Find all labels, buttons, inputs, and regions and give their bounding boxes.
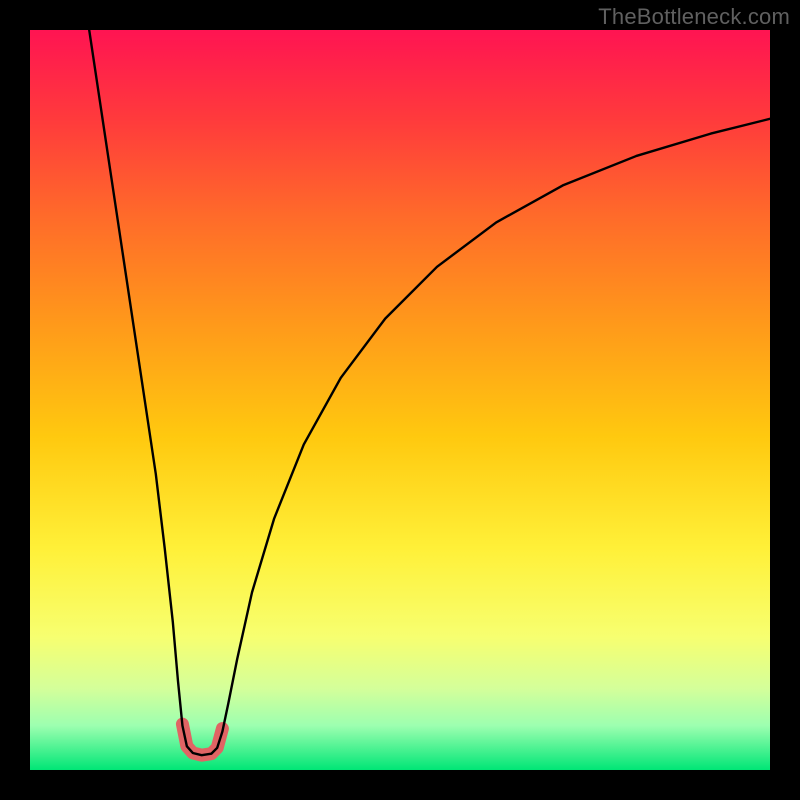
watermark-text: TheBottleneck.com xyxy=(598,4,790,30)
plot-area xyxy=(30,30,770,770)
bottleneck-curve-chart xyxy=(30,30,770,770)
chart-frame: TheBottleneck.com xyxy=(0,0,800,800)
gradient-background xyxy=(30,30,770,770)
